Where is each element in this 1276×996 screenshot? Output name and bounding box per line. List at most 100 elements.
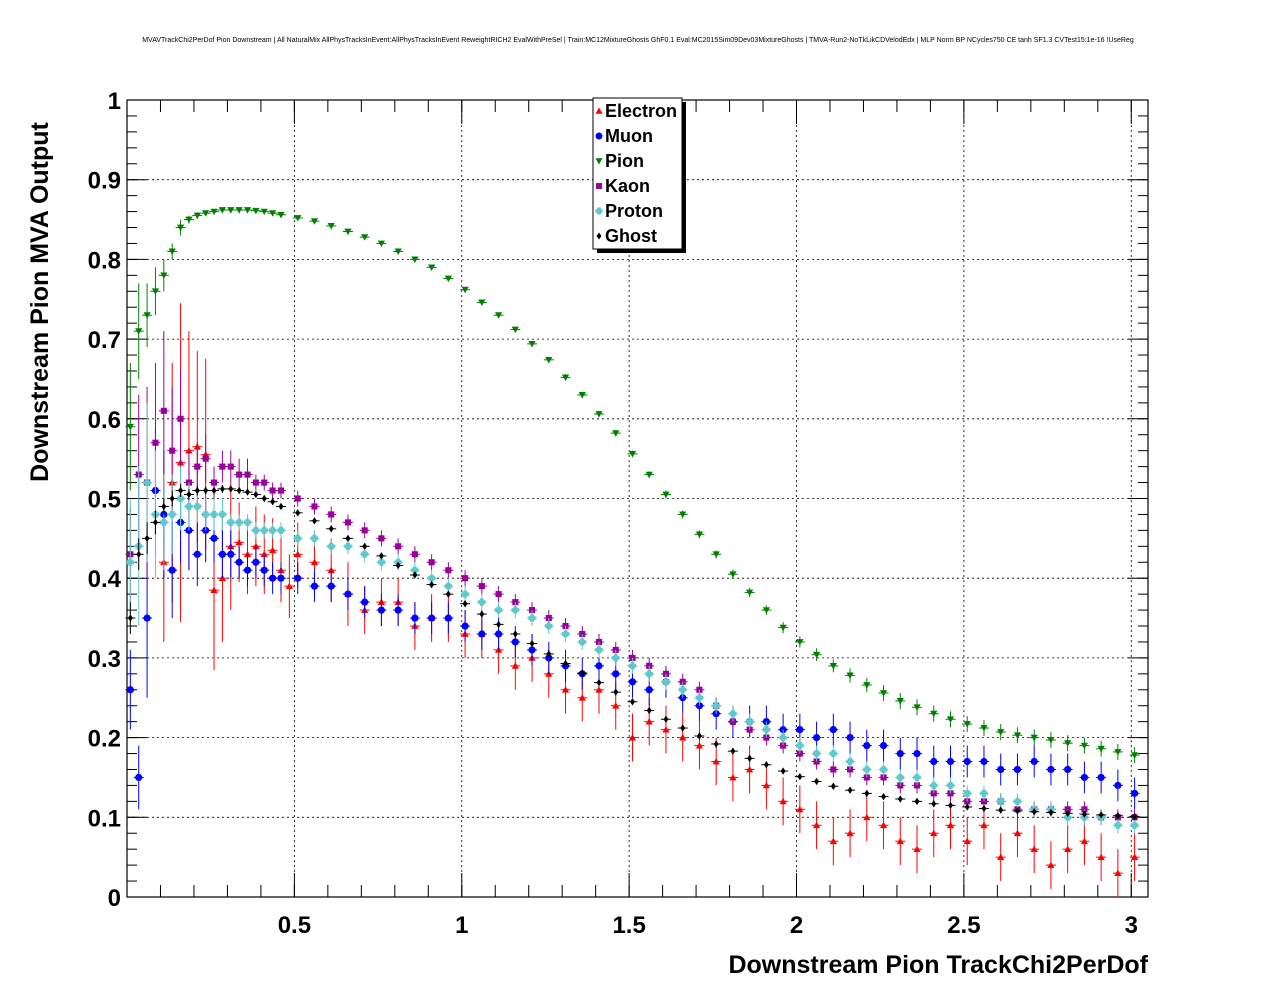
electron-point bbox=[578, 694, 586, 701]
chart-title: MVAVTrackChi2PerDof Pion Downstream | Al… bbox=[142, 37, 1134, 44]
proton-point bbox=[218, 510, 227, 519]
ghost-point bbox=[881, 792, 887, 801]
proton-point bbox=[269, 526, 277, 534]
kaon-point bbox=[478, 583, 485, 590]
kaon-point bbox=[219, 463, 226, 470]
muon-point bbox=[252, 558, 260, 566]
proton-point bbox=[176, 494, 185, 503]
proton-point bbox=[277, 526, 285, 534]
pion-point bbox=[218, 207, 227, 214]
pion-point bbox=[746, 589, 754, 597]
ghost-point bbox=[830, 782, 836, 790]
ghost-point bbox=[311, 517, 317, 525]
muon-point bbox=[628, 678, 637, 686]
kaon-point bbox=[445, 567, 452, 574]
electron-point bbox=[185, 447, 193, 454]
pion-point bbox=[628, 450, 637, 458]
ghost-point bbox=[763, 761, 769, 769]
pion-point bbox=[461, 286, 469, 294]
muon-point bbox=[210, 534, 218, 542]
pion-point bbox=[252, 207, 260, 215]
muon-point bbox=[294, 574, 302, 582]
kaon-point bbox=[169, 447, 176, 454]
kaon-point bbox=[495, 591, 502, 598]
ghost-point bbox=[1048, 808, 1054, 817]
electron-point bbox=[285, 582, 293, 590]
pion-point bbox=[227, 207, 235, 214]
electron-point bbox=[879, 821, 888, 829]
kaon-point bbox=[177, 415, 184, 422]
proton-point bbox=[879, 765, 888, 774]
ghost-point bbox=[596, 679, 602, 687]
electron-point bbox=[762, 781, 770, 789]
muon-point bbox=[277, 574, 285, 582]
pion-point bbox=[494, 312, 503, 319]
electron-point bbox=[243, 550, 252, 558]
muon-point bbox=[913, 749, 921, 758]
y-tick-label: 0.4 bbox=[88, 566, 122, 593]
electron-point bbox=[628, 734, 637, 741]
muon-point bbox=[126, 686, 134, 694]
legend-label-muon: Muon bbox=[605, 126, 653, 146]
kaon-point bbox=[252, 479, 259, 486]
electron-point bbox=[327, 566, 335, 574]
x-tick-label: 1.5 bbox=[612, 912, 645, 939]
legend-marker-proton bbox=[595, 207, 603, 215]
electron-point bbox=[729, 773, 737, 781]
kaon-point bbox=[696, 686, 703, 693]
proton-point bbox=[1013, 797, 1022, 805]
ghost-point bbox=[629, 698, 635, 706]
muon-point bbox=[243, 566, 252, 574]
electron-point bbox=[679, 734, 687, 741]
proton-point bbox=[444, 582, 452, 590]
legend-marker-kaon bbox=[596, 183, 602, 189]
ghost-point bbox=[328, 525, 334, 533]
ghost-point bbox=[479, 610, 485, 618]
proton-point bbox=[545, 622, 553, 630]
pion-point bbox=[411, 256, 419, 263]
ghost-point bbox=[730, 747, 736, 755]
kaon-point bbox=[152, 439, 159, 446]
y-tick-label: 0.8 bbox=[88, 247, 121, 274]
ghost-point bbox=[1115, 812, 1121, 820]
proton-point bbox=[946, 781, 955, 790]
ghost-point bbox=[127, 614, 133, 622]
pion-point bbox=[377, 240, 386, 248]
ghost-point bbox=[253, 490, 259, 499]
x-tick-label: 2.5 bbox=[947, 912, 980, 939]
pion-point bbox=[168, 248, 176, 256]
pion-point bbox=[695, 531, 704, 538]
muon-point bbox=[645, 686, 653, 694]
ghost-point bbox=[897, 795, 903, 803]
muon-point bbox=[528, 646, 536, 654]
ghost-point bbox=[345, 534, 351, 542]
electron-point bbox=[980, 821, 988, 829]
legend-marker-ghost bbox=[596, 232, 602, 240]
proton-point bbox=[511, 606, 519, 614]
muon-point bbox=[980, 757, 988, 766]
ghost-point bbox=[747, 754, 753, 762]
proton-point bbox=[1064, 813, 1072, 821]
electron-point bbox=[846, 829, 854, 837]
y-tick-label: 0.3 bbox=[88, 646, 121, 673]
electron-point bbox=[612, 702, 620, 709]
proton-point bbox=[377, 558, 386, 566]
pion-point bbox=[1030, 734, 1038, 742]
proton-point bbox=[796, 741, 804, 750]
electron-point bbox=[511, 662, 519, 669]
proton-point bbox=[428, 574, 436, 582]
electron-point bbox=[829, 837, 837, 845]
proton-point bbox=[595, 646, 603, 654]
pion-point bbox=[645, 471, 653, 479]
legend-label-kaon: Kaon bbox=[605, 176, 650, 196]
kaon-point bbox=[202, 455, 209, 462]
ghost-point bbox=[178, 486, 184, 495]
pion-point bbox=[1047, 737, 1055, 744]
y-axis-label: Downstream Pion MVA Output bbox=[26, 121, 54, 481]
ghost-point bbox=[194, 486, 200, 495]
kaon-point bbox=[344, 519, 351, 526]
electron-point bbox=[1013, 829, 1022, 837]
pion-point bbox=[327, 223, 335, 230]
ghost-point bbox=[797, 773, 803, 781]
